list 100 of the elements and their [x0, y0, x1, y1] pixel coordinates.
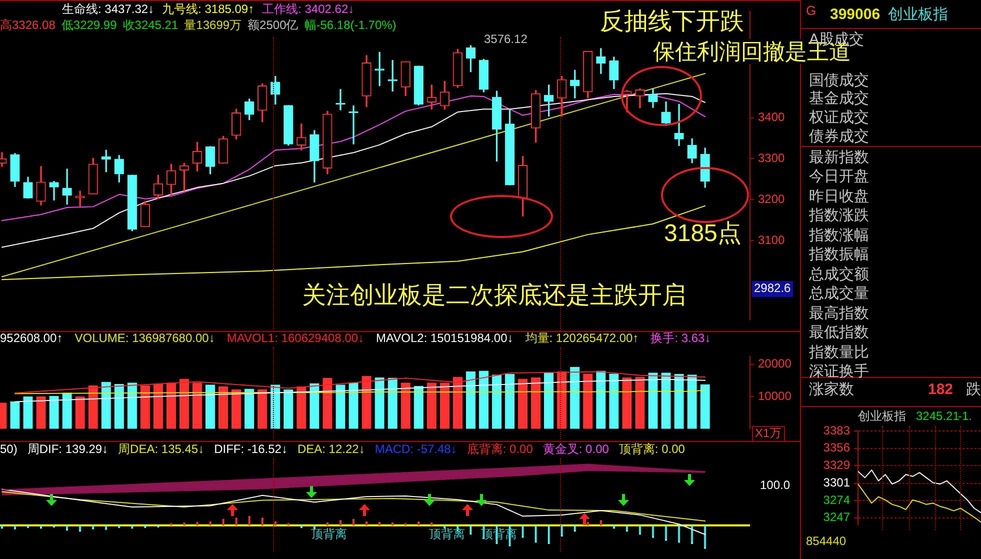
text: 底背离: 0.00 [466, 442, 533, 457]
bar [218, 386, 228, 429]
text: 指数涨跌 [809, 207, 869, 224]
text: 指数振幅 [809, 246, 869, 264]
text: 总成交量 [809, 285, 869, 302]
bar [140, 386, 150, 429]
y-tick-label: 3300 [758, 151, 786, 166]
text: 换手: 3.63↓ [650, 331, 711, 346]
annotation: 收3245.21 [122, 18, 178, 33]
text: 182 [928, 381, 954, 398]
bar [114, 384, 124, 429]
bar [504, 374, 515, 429]
y-tick-label: 3200 [758, 192, 786, 206]
bar [284, 389, 294, 429]
text: 深证换手 [809, 363, 869, 380]
bar [244, 388, 254, 429]
bar [166, 382, 176, 429]
bar [452, 376, 463, 429]
y-tick-label: 10000 [758, 388, 792, 403]
text: 权证成交 [809, 109, 869, 126]
bar [648, 372, 658, 429]
text: VOLUME: 136987680.00↓ [74, 331, 215, 346]
bar [179, 378, 190, 429]
text: DEA: 12.22↓ [297, 442, 365, 457]
annotation: 反抽线下开跌 [600, 8, 744, 36]
bar [101, 382, 111, 429]
annotation: 工作线: 3402.62↓ [262, 2, 354, 17]
y-tick-label: 3329 [823, 458, 850, 472]
annotation: 九号线: 3185.09↑ [162, 2, 254, 17]
annotation: 顶背离 [429, 527, 465, 542]
annotation: 生命线: 3437.32↓ [62, 2, 154, 17]
bar [36, 396, 46, 429]
bar [492, 374, 502, 429]
bar [440, 382, 450, 429]
bar [661, 372, 671, 429]
chart-title: 创业板指 [858, 409, 906, 424]
bar [583, 374, 593, 429]
bar [75, 396, 85, 429]
bar [687, 374, 697, 429]
bar [400, 382, 410, 429]
annotation: 低3229.99 [61, 18, 117, 33]
text: 基金成交 [809, 90, 869, 108]
annotation: 幅-56.18(-1.70%) [304, 18, 396, 33]
annotation: 顶背离 [311, 527, 347, 542]
bar [635, 376, 645, 429]
y-tick-label: 20000 [758, 356, 792, 371]
bar [518, 378, 528, 429]
bar [322, 378, 332, 429]
bar [232, 389, 242, 429]
bar [362, 376, 372, 429]
bar [258, 389, 268, 429]
text: -1. [958, 409, 972, 424]
bar [388, 378, 398, 429]
text: 创业板指 [888, 6, 948, 24]
annotation: 量13699万 [184, 18, 242, 33]
text: 跌 [966, 381, 981, 398]
annotation: 额2500亿 [248, 18, 298, 33]
bar [622, 377, 632, 429]
text: 昨日收盘 [809, 188, 869, 206]
text: MAVOL1: 160629408.00↓ [226, 331, 364, 346]
bar [596, 370, 606, 429]
y-tick-label: 3247 [823, 510, 850, 524]
text: 债券成交 [809, 128, 869, 146]
bar [530, 377, 541, 429]
text: DIFF: -16.52↓ [214, 442, 288, 457]
candlestick [62, 168, 72, 205]
annotation: 关注创业板是二次探底还是主跌开启 [302, 282, 686, 310]
text: 均量: 120265472.00↑ [525, 331, 639, 346]
bar [153, 384, 164, 429]
text: 总成交额 [809, 266, 869, 284]
text: 周DEA: 135.45↓ [118, 442, 204, 457]
bar [296, 386, 306, 429]
text: 100.0 [760, 478, 790, 493]
annotation: 高3326.08 [0, 18, 56, 33]
text: 2982.6 [752, 281, 793, 297]
text: 399006 [830, 6, 880, 24]
text: 顶背离: 0.00 [618, 442, 685, 457]
text: MAVOL2: 150151984.00↓ [376, 331, 514, 346]
bar [414, 386, 424, 429]
text: G [806, 3, 816, 19]
bar [674, 374, 684, 429]
y-tick-label: 3400 [758, 110, 786, 124]
annotation: 3576.12 [484, 32, 528, 47]
bar [466, 371, 476, 429]
candlestick [674, 104, 684, 146]
annotation: 3185点 [664, 220, 742, 248]
bar [609, 374, 619, 429]
bar [700, 384, 710, 429]
y-tick-label: 3383 [823, 424, 850, 438]
text: 周DIF: 139.29↓ [27, 442, 108, 457]
y-tick-label: 3356 [823, 440, 850, 455]
text: 最新指数 [809, 149, 869, 166]
text: 最高指数 [809, 305, 869, 322]
y-tick-label: 3301 [823, 476, 850, 490]
text: 50) [0, 442, 18, 457]
text: 854440 [806, 534, 846, 549]
text: 指数量比 [809, 344, 869, 362]
bar [88, 386, 98, 429]
text: MACD: -57.48↓ [374, 442, 457, 457]
text: 涨家数 [809, 381, 854, 398]
